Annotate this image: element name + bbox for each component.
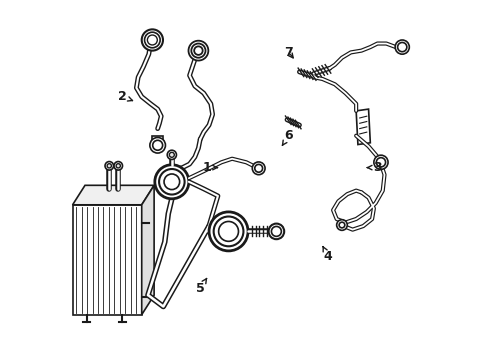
- Circle shape: [167, 150, 176, 159]
- Circle shape: [252, 162, 264, 175]
- Circle shape: [163, 174, 179, 190]
- Circle shape: [254, 165, 262, 172]
- Circle shape: [107, 164, 111, 168]
- Circle shape: [152, 140, 163, 150]
- Text: 7: 7: [284, 46, 293, 59]
- Text: 6: 6: [282, 129, 292, 145]
- Circle shape: [105, 162, 113, 170]
- Polygon shape: [142, 185, 154, 315]
- Text: 3: 3: [366, 161, 381, 174]
- Circle shape: [147, 35, 157, 45]
- Circle shape: [188, 41, 208, 60]
- Circle shape: [218, 221, 238, 241]
- Circle shape: [114, 162, 122, 170]
- Circle shape: [142, 30, 163, 51]
- Circle shape: [116, 164, 120, 168]
- Circle shape: [213, 216, 243, 246]
- Circle shape: [209, 212, 247, 251]
- Text: 2: 2: [118, 90, 132, 103]
- Polygon shape: [355, 109, 369, 145]
- Circle shape: [271, 226, 281, 237]
- Circle shape: [376, 158, 385, 167]
- Circle shape: [397, 42, 406, 52]
- Circle shape: [169, 152, 174, 157]
- Circle shape: [373, 155, 387, 169]
- Polygon shape: [152, 136, 163, 141]
- Text: 5: 5: [195, 279, 206, 294]
- Polygon shape: [72, 205, 142, 315]
- Circle shape: [144, 32, 160, 48]
- Circle shape: [191, 44, 205, 58]
- Circle shape: [339, 222, 344, 228]
- Text: 1: 1: [203, 161, 217, 174]
- Circle shape: [155, 165, 188, 199]
- Circle shape: [394, 40, 408, 54]
- Text: 4: 4: [323, 247, 331, 263]
- Circle shape: [268, 224, 284, 239]
- Circle shape: [194, 46, 202, 55]
- Polygon shape: [72, 185, 154, 205]
- Circle shape: [149, 138, 165, 153]
- Circle shape: [336, 220, 346, 230]
- Circle shape: [159, 169, 184, 194]
